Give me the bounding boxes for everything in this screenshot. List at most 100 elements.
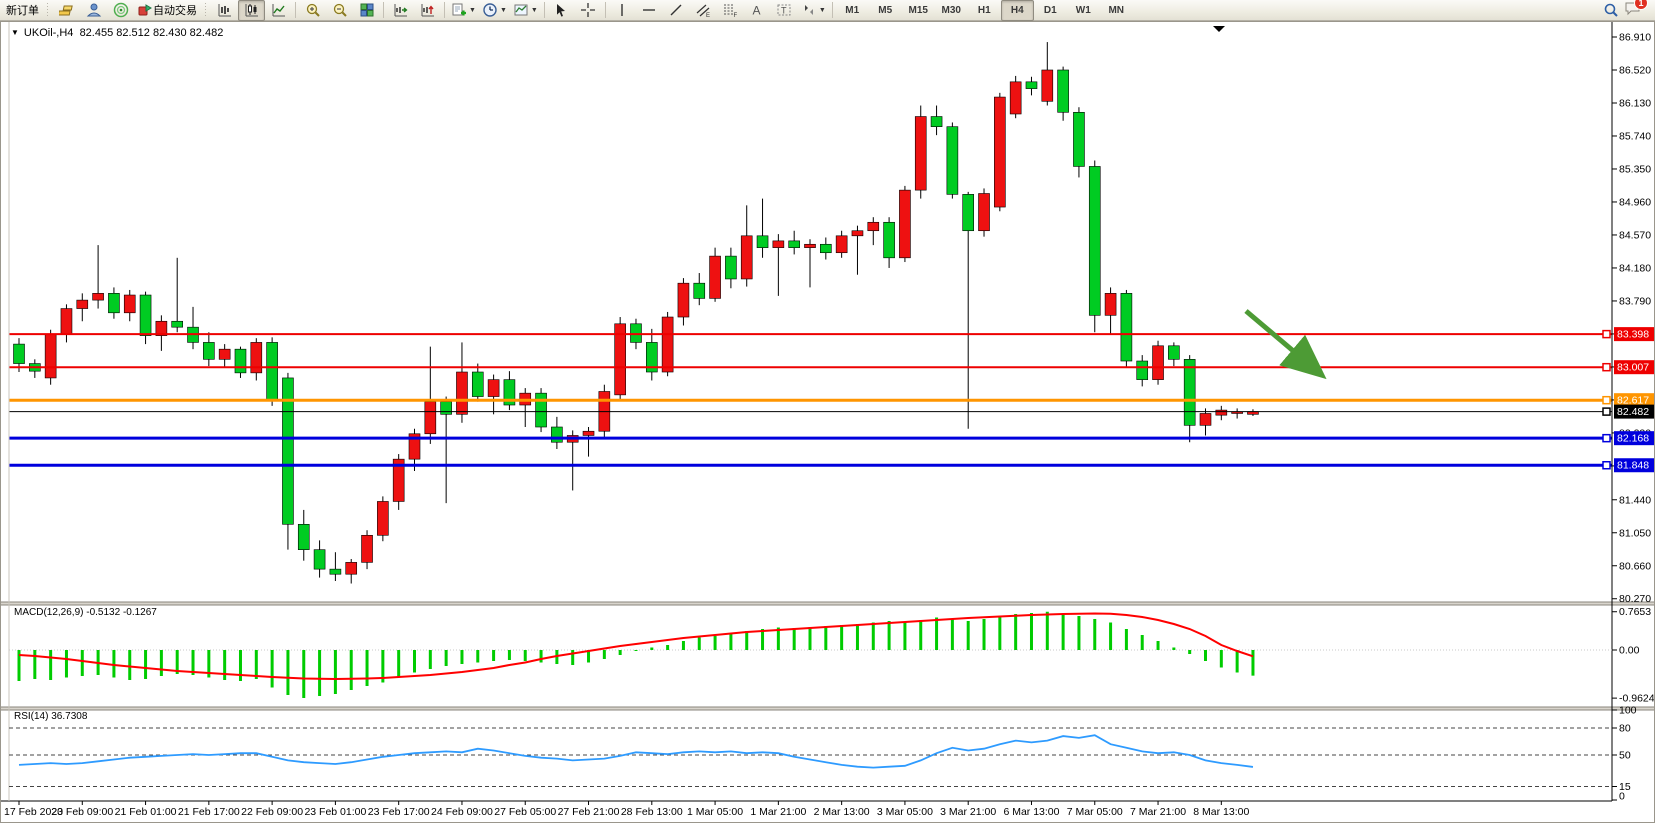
candle-body (946, 126, 959, 195)
candle-body (266, 342, 278, 401)
candle-body (203, 342, 215, 360)
periods-button[interactable]: ▼ (479, 0, 510, 21)
timeframe-MN[interactable]: MN (1108, 4, 1125, 16)
trendline-icon[interactable] (663, 0, 690, 21)
chart-shift-marker[interactable] (1213, 26, 1225, 32)
line-end-marker[interactable] (1602, 329, 1611, 339)
price-tick-label: 84.960 (1619, 196, 1651, 208)
macd-hist-bar (1093, 619, 1097, 650)
new-order-button[interactable]: 新订单 (3, 0, 42, 21)
search-icon[interactable] (1597, 0, 1624, 21)
timeframe-M30[interactable]: M30 (941, 4, 961, 16)
zoom-in-icon[interactable] (299, 0, 326, 21)
crosshair-icon[interactable] (575, 0, 602, 21)
rsi-axis-label: 100 (1619, 705, 1637, 717)
price-tick-label: 85.350 (1619, 163, 1651, 175)
candlestick-chart-icon[interactable] (238, 0, 265, 21)
macd-hist-bar (1188, 650, 1192, 654)
macd-hist-bar (1204, 650, 1207, 661)
auto-trading-button[interactable]: 自动交易 (134, 0, 200, 21)
macd-hist-bar (49, 650, 53, 680)
candle-body (60, 308, 73, 335)
timeframe-H4[interactable]: H4 (1000, 0, 1034, 21)
price-label-text: 82.168 (1617, 433, 1649, 445)
candle-body (503, 379, 516, 406)
macd-hist-bar (681, 641, 685, 650)
tile-windows-icon[interactable] (353, 0, 380, 21)
line-end-marker[interactable] (1602, 460, 1611, 470)
pane-separator[interactable] (1, 707, 1654, 710)
macd-hist-bar (950, 619, 954, 650)
line-end-marker[interactable] (1602, 433, 1611, 443)
price-label-box (1614, 431, 1654, 446)
candle-body (123, 294, 136, 314)
candle-body (820, 243, 832, 254)
candle-body (1168, 345, 1180, 360)
candle-body (709, 255, 721, 299)
cursor-icon[interactable] (548, 0, 575, 21)
line-end-marker[interactable] (1602, 362, 1611, 372)
timeframe-H1[interactable]: H1 (977, 4, 991, 16)
timeframe-M15[interactable]: M15 (908, 4, 928, 16)
timeframe-M1[interactable]: M1 (845, 4, 860, 16)
candle-body (440, 401, 452, 415)
pane-separator[interactable] (1, 602, 1654, 605)
add-indicator-button[interactable]: ▼ (448, 0, 479, 21)
candle-body (44, 333, 57, 379)
candle-body (1120, 293, 1133, 362)
vertical-line-icon[interactable] (609, 0, 636, 21)
line-chart-icon[interactable] (265, 0, 292, 21)
macd-hist-bar (397, 650, 401, 678)
time-tick-label: 27 Feb 21:00 (558, 806, 620, 818)
timeframe-M5[interactable]: M5 (878, 4, 893, 16)
macd-hist-bar (1219, 650, 1223, 668)
candle-body (250, 342, 263, 374)
candle-body (297, 523, 310, 550)
bar-chart-icon[interactable] (211, 0, 238, 21)
text-icon[interactable]: A (744, 0, 771, 21)
timeframe-group: M1 M5 M15 M30 H1 H4 D1 W1 MN (836, 0, 1133, 21)
gold-bars-icon[interactable] (53, 0, 80, 21)
candle-body (962, 194, 975, 232)
trend-arrow[interactable] (1244, 309, 1327, 380)
chart-shift-icon[interactable] (414, 0, 441, 21)
add-indicator-icon (452, 3, 466, 16)
line-end-marker[interactable] (1602, 395, 1611, 405)
zoom-out-icon[interactable] (326, 0, 353, 21)
macd-hist-bar (223, 650, 227, 680)
macd-hist-bar (365, 650, 369, 686)
templates-button[interactable]: ▼ (510, 0, 541, 21)
macd-hist-bar (17, 650, 21, 681)
arrows-button[interactable]: ▼ (798, 0, 829, 21)
equidistant-channel-icon[interactable]: E (690, 0, 717, 21)
price-tick-label: 81.440 (1619, 494, 1651, 506)
macd-hist-bar (476, 650, 480, 663)
community-icon[interactable] (80, 0, 107, 21)
toolbar-separator (604, 2, 606, 18)
macd-hist-bar (254, 650, 258, 679)
price-chart-svg[interactable]: 86.910 86.520 86.130 85.740 85.350 84.960 84.5… (1, 22, 1654, 822)
macd-hist-bar (729, 634, 733, 650)
macd-hist-bar (318, 650, 322, 696)
price-tick-label: 84.570 (1619, 229, 1651, 241)
timeframe-D1[interactable]: D1 (1043, 4, 1057, 16)
macd-hist-bar (745, 631, 749, 650)
macd-label: MACD(12,26,9) -0.5132 -0.1267 (14, 607, 157, 618)
candle-body (614, 323, 626, 396)
collapse-triangle-icon[interactable]: ▼ (11, 28, 19, 37)
rsi-axis-label: 0 (1619, 791, 1625, 803)
fibonacci-icon[interactable]: F (717, 0, 744, 21)
time-tick-label: 28 Feb 13:00 (621, 806, 683, 818)
signal-icon[interactable] (107, 0, 134, 21)
auto-scroll-icon[interactable] (387, 0, 414, 21)
macd-axis-label: -0.9624 (1619, 693, 1654, 705)
candle-body (551, 426, 563, 443)
chat-button[interactable]: 1 (1624, 0, 1648, 21)
candle-body (408, 433, 421, 460)
macd-hist-bar (349, 650, 353, 690)
price-label-box (1614, 327, 1654, 342)
line-end-marker[interactable] (1602, 407, 1611, 416)
horizontal-line-icon[interactable] (636, 0, 663, 21)
text-label-icon[interactable]: T (771, 0, 798, 21)
timeframe-W1[interactable]: W1 (1075, 4, 1091, 16)
